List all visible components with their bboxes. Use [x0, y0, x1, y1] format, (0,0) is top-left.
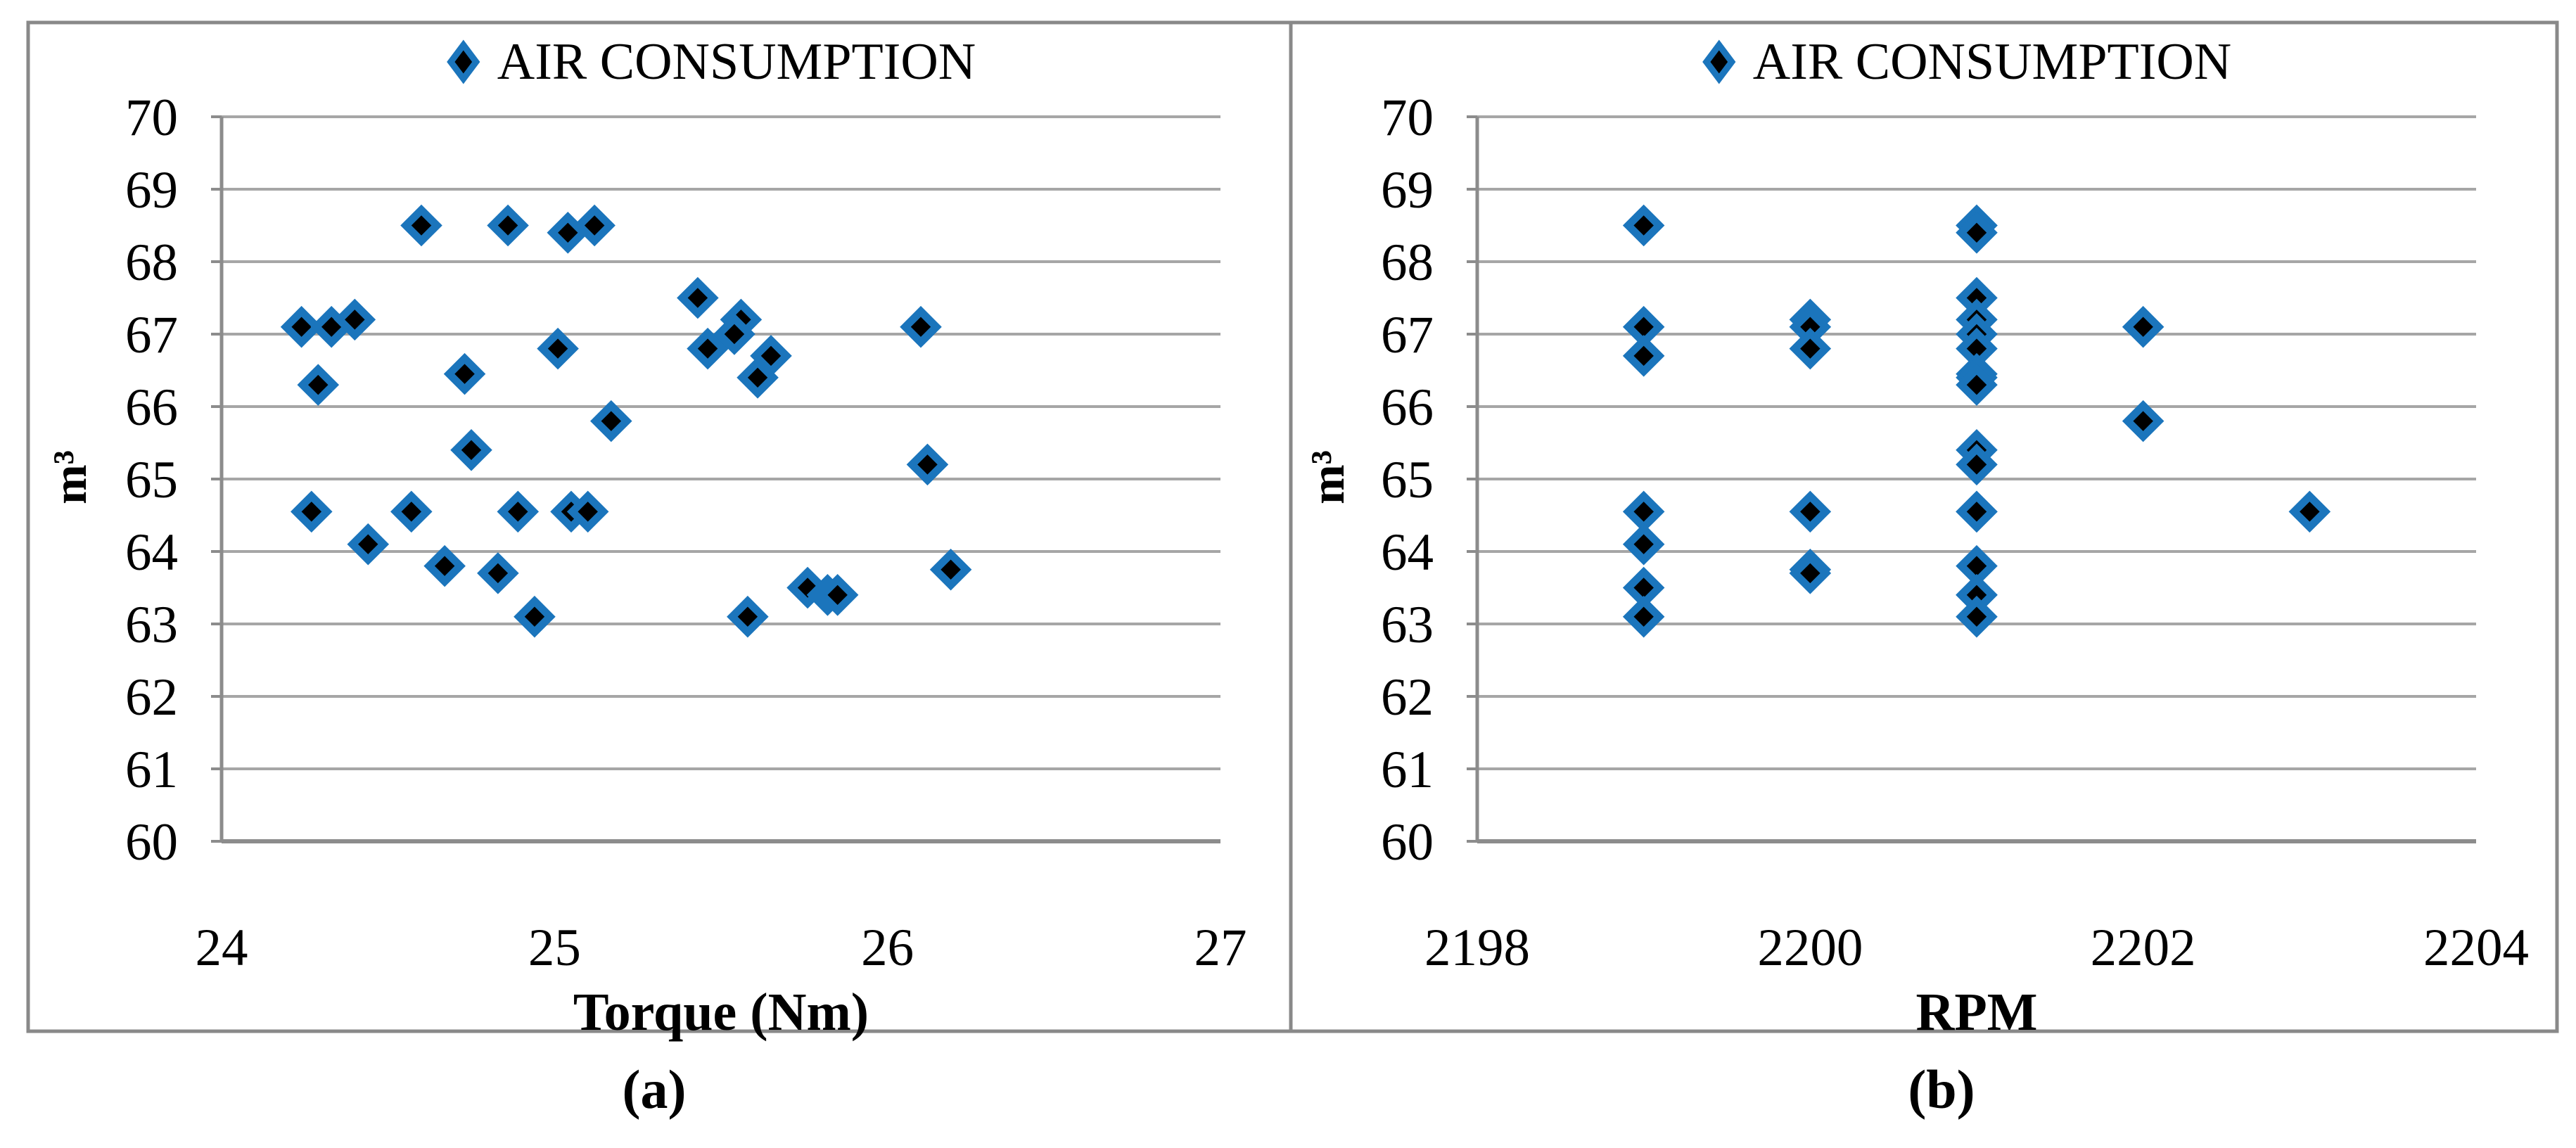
scatter-point [1622, 523, 1665, 566]
legend-panel-b: AIR CONSUMPTION [1701, 27, 2231, 97]
scatter-point [727, 595, 769, 638]
x-tick-label: 27 [1194, 919, 1247, 977]
scatter-point [573, 204, 616, 247]
legend-label: AIR CONSUMPTION [1752, 32, 2232, 91]
scatter-point [443, 352, 486, 395]
scatter-point [816, 574, 859, 616]
scatter-point [497, 490, 540, 533]
scatter-point [677, 276, 719, 319]
scatter-point [687, 327, 729, 370]
y-tick-label: 61 [125, 741, 178, 799]
y-axis-title-text: m³ [1301, 449, 1355, 504]
scatter-point [514, 595, 556, 638]
scatter-point [450, 429, 492, 471]
y-axis-title-text: m³ [43, 449, 97, 504]
scatter-point [1789, 327, 1832, 370]
y-axis-title-b: m³ [1272, 400, 1384, 554]
scatter-point [1956, 364, 1998, 406]
scatter-point [786, 566, 829, 609]
scatter-point [1956, 595, 1998, 638]
scatter-point [487, 204, 529, 247]
caption-panel-b: (b) [1908, 1059, 1975, 1120]
y-tick-label: 64 [125, 523, 178, 582]
scatter-point [291, 490, 333, 533]
scatter-point [1956, 212, 1998, 254]
y-tick-label: 68 [125, 234, 178, 292]
scatter-point [929, 548, 972, 591]
y-tick-label: 62 [125, 668, 178, 727]
scatter-point [1789, 552, 1832, 594]
x-axis-title-b: RPM [1915, 983, 2038, 1042]
scatter-point [906, 443, 949, 486]
y-tick-label: 63 [1381, 596, 1434, 654]
x-axis-title-a: Torque (Nm) [573, 983, 869, 1042]
y-tick-label: 65 [1381, 451, 1434, 509]
y-tick-label: 70 [125, 89, 178, 147]
scatter-point [1622, 595, 1665, 638]
y-tick-label: 68 [1381, 234, 1434, 292]
x-tick-label: 2202 [2091, 919, 2196, 977]
scatter-point [400, 204, 442, 247]
scatter-point [2288, 490, 2331, 533]
scatter-point [390, 490, 433, 533]
scatter-point [477, 552, 519, 594]
scatter-point [1956, 490, 1998, 533]
scatter-point [1789, 490, 1832, 533]
x-tick-label: 2198 [1424, 919, 1530, 977]
scatter-point [900, 305, 942, 348]
legend-diamond-icon [1702, 39, 1736, 84]
y-tick-label: 66 [125, 378, 178, 437]
y-tick-label: 60 [1381, 813, 1434, 872]
y-tick-label: 69 [1381, 161, 1434, 219]
y-tick-label: 67 [125, 306, 178, 364]
scatter-point [297, 364, 340, 406]
y-tick-label: 70 [1381, 89, 1434, 147]
x-tick-label: 2200 [1757, 919, 1863, 977]
y-axis-title-a: m³ [14, 400, 127, 554]
scatter-point [280, 305, 323, 348]
scatter-point [1956, 443, 1998, 486]
scatter-point [333, 298, 376, 341]
x-tick-label: 24 [196, 919, 248, 977]
scatter-point [423, 544, 466, 587]
scatter-point [566, 490, 609, 533]
y-tick-label: 67 [1381, 306, 1434, 364]
y-tick-label: 64 [1381, 523, 1434, 582]
y-tick-label: 62 [1381, 668, 1434, 727]
scatter-point [737, 357, 779, 399]
scatter-point [2122, 305, 2164, 348]
scatter-point [1622, 490, 1665, 533]
y-tick-label: 65 [125, 451, 178, 509]
x-tick-label: 2204 [2423, 919, 2529, 977]
scatter-point [713, 313, 755, 355]
y-tick-label: 60 [125, 813, 178, 872]
y-tick-label: 66 [1381, 378, 1434, 437]
y-tick-label: 69 [125, 161, 178, 219]
caption-panel-a: (a) [622, 1059, 687, 1120]
legend-diamond-icon [447, 39, 480, 84]
y-tick-label: 63 [125, 596, 178, 654]
scatter-point [590, 400, 632, 442]
y-tick-label: 61 [1381, 741, 1434, 799]
scatter-point [347, 523, 390, 566]
x-tick-label: 25 [528, 919, 581, 977]
legend-label: AIR CONSUMPTION [497, 32, 976, 91]
scatter-point [2122, 400, 2164, 442]
scatter-point [537, 327, 579, 370]
legend-panel-a: AIR CONSUMPTION [445, 27, 976, 97]
x-tick-label: 26 [861, 919, 914, 977]
scatter-point [1622, 204, 1665, 247]
scatter-point [1622, 335, 1665, 377]
